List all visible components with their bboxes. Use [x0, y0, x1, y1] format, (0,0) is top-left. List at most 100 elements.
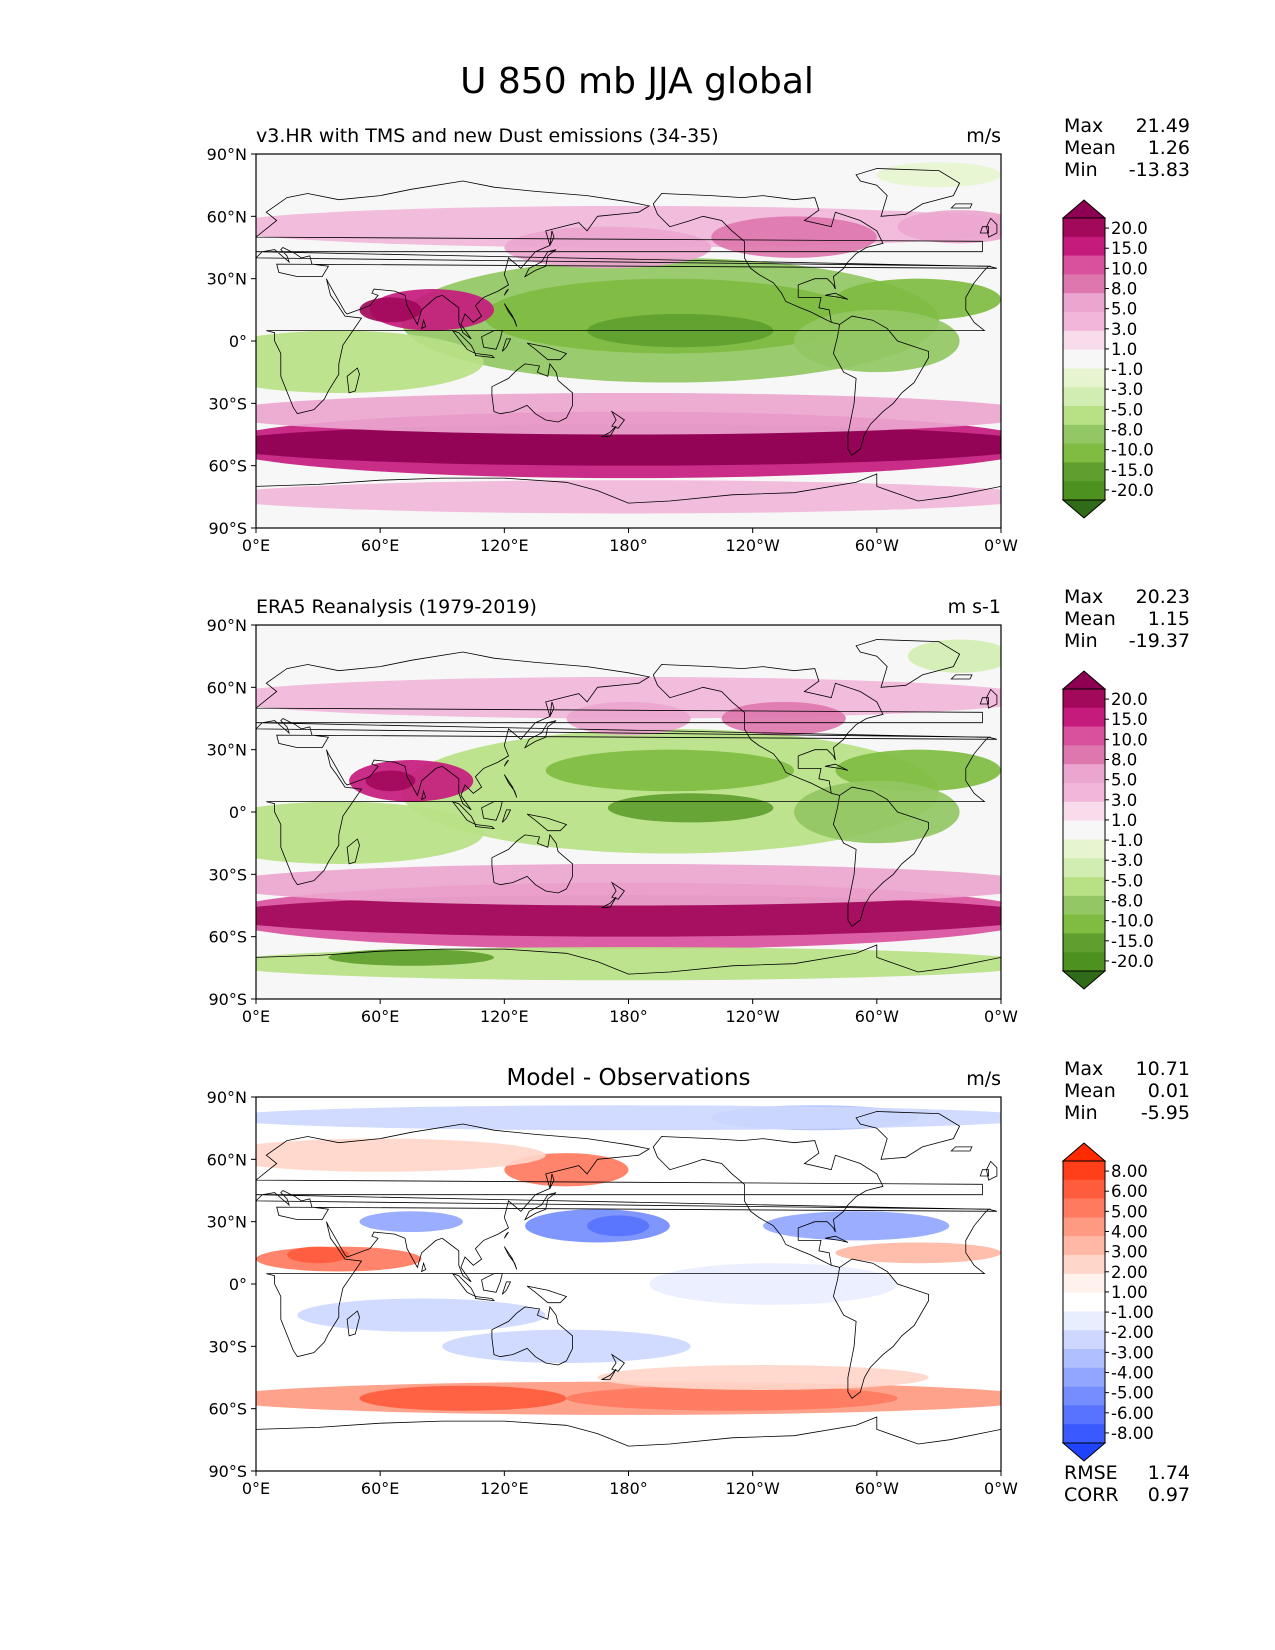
colorbar-label: -20.0: [1111, 481, 1154, 500]
stat-label: Max: [1064, 586, 1103, 608]
panels: 0°E 60°E 120°E 180° 120°W 60°W 0°W 90°N 60°N 30°N…: [207, 115, 1190, 1506]
contour-fill: [328, 949, 494, 966]
colorbar-label: -5.00: [1111, 1384, 1154, 1403]
contour-fill: [256, 480, 1001, 514]
lon-tick-label: 60°W: [855, 1479, 899, 1498]
contour-fill: [442, 1329, 691, 1363]
contour-fill: [566, 1385, 898, 1411]
lon-tick-label: 0°E: [242, 1007, 270, 1026]
colorbar-label: -1.00: [1111, 1303, 1154, 1322]
coastline: [346, 367, 360, 394]
colorbar-segment: [1063, 1311, 1105, 1331]
colorbar-label: -8.0: [1111, 421, 1143, 440]
colorbar-segment: [1063, 933, 1105, 953]
colorbar-label: -1.0: [1111, 360, 1143, 379]
lat-tick-label: 60°N: [207, 1150, 247, 1169]
colorbar-segment: [1063, 839, 1105, 859]
coastline: [652, 1136, 884, 1268]
lat-tick-label: 30°N: [207, 741, 247, 760]
panel-diff: 0°E 60°E 120°E 180° 120°W 60°W 0°W 90°N 60°N 30°N…: [207, 1058, 1190, 1506]
contour-fill: [256, 947, 1001, 981]
extra-stat-value: 0.97: [1148, 1484, 1190, 1506]
lat-tick-label: 0°: [229, 803, 247, 822]
colorbar-frame: [1062, 1160, 1106, 1444]
coastline: [503, 759, 509, 767]
lon-tick-label: 60°E: [361, 1007, 399, 1026]
colorbar-extend-top: [1061, 670, 1107, 690]
coastline: [475, 824, 496, 830]
stat-label: Min: [1064, 1102, 1098, 1124]
colorbar-segment: [1063, 481, 1105, 501]
contour-fill: [876, 162, 1001, 188]
coastline: [491, 833, 573, 894]
coastline: [481, 330, 503, 350]
colorbar-label: -2.00: [1111, 1323, 1154, 1342]
lon-tick-label: 0°E: [242, 1479, 270, 1498]
contour-fill: [545, 749, 795, 792]
coastline: [601, 1368, 617, 1380]
lon-tick-label: 120°W: [725, 536, 780, 555]
lat-tick-label: 90°N: [207, 616, 247, 635]
colorbar-label: 1.0: [1111, 811, 1137, 830]
lat-tick-label: 0°: [229, 332, 247, 351]
coastline: [503, 1246, 518, 1270]
extra-stat-label: RMSE: [1064, 1462, 1118, 1484]
colorbar-extend-bottom: [1061, 499, 1107, 519]
lon-tick-label: 120°E: [480, 1479, 529, 1498]
colorbar-label: 4.00: [1111, 1223, 1148, 1242]
coastline: [832, 315, 929, 456]
coastline: [950, 1146, 973, 1152]
coastline: [491, 362, 573, 423]
lat-tick-label: 60°N: [207, 207, 247, 226]
field-obs: [256, 639, 1001, 981]
lon-tick-label: 60°W: [855, 536, 899, 555]
colorbar-obs: 20.015.010.0 8.05.03.01.0-1.0-3.0-5.0 -8.0…: [1061, 670, 1154, 990]
colorbar-segment: [1063, 424, 1105, 445]
coastline: [825, 292, 849, 300]
extra-stat-label: CORR: [1064, 1484, 1119, 1506]
colorbar-segment: [1063, 1179, 1105, 1200]
colorbar-label: -15.0: [1111, 461, 1154, 480]
colorbar-segment: [1063, 858, 1105, 878]
coastline: [475, 1296, 496, 1302]
contour-fill: [256, 801, 484, 864]
stat-label: Max: [1064, 115, 1103, 137]
colorbar-segment: [1063, 726, 1105, 746]
colorbar-label: 15.0: [1111, 710, 1148, 729]
colorbar-segment: [1063, 1349, 1105, 1369]
coastline: [601, 896, 617, 908]
coastline: [451, 1272, 477, 1298]
panel-model: 0°E 60°E 120°E 180° 120°W 60°W 0°W 90°N 60°N 30°N…: [207, 115, 1190, 555]
colorbar-segment: [1063, 689, 1105, 709]
colorbar-segment: [1063, 274, 1105, 294]
colorbar-label: -20.0: [1111, 952, 1154, 971]
contour-fill: [907, 639, 1001, 673]
contour-fill: [835, 278, 1001, 321]
coastline: [524, 1192, 557, 1221]
colorbar-segment: [1063, 312, 1105, 332]
contour-fill: [256, 863, 1001, 906]
figure-title: U 850 mb JJA global: [460, 61, 814, 102]
contour-fill: [649, 1263, 898, 1305]
panel-obs: 0°E 60°E 120°E 180° 120°W 60°W 0°W 90°N 60°N 30°N…: [207, 586, 1190, 1026]
colorbar-label: -8.0: [1111, 892, 1143, 911]
panel-units: m s-1: [948, 596, 1001, 618]
stat-value: 21.49: [1136, 115, 1190, 137]
lon-tick-label: 120°E: [480, 536, 529, 555]
coastline: [549, 230, 555, 246]
stat-value: -13.83: [1129, 159, 1190, 181]
colorbar-segment: [1063, 1292, 1105, 1312]
colorbar-extend-bottom: [1061, 970, 1107, 990]
colorbar-segment: [1063, 462, 1105, 482]
colorbar-label: -8.00: [1111, 1424, 1154, 1443]
coastline: [256, 473, 1001, 528]
coastline: [256, 1123, 997, 1358]
contour-fill: [256, 1105, 1001, 1131]
contour-fill: [794, 309, 960, 373]
panel-title: Model - Observations: [506, 1065, 750, 1091]
coastline: [503, 774, 518, 798]
colorbar-extend-top: [1061, 199, 1107, 219]
contour-fill: [256, 1138, 546, 1172]
coastline: [986, 688, 998, 709]
panel-title: v3.HR with TMS and new Dust emissions (3…: [256, 125, 719, 147]
